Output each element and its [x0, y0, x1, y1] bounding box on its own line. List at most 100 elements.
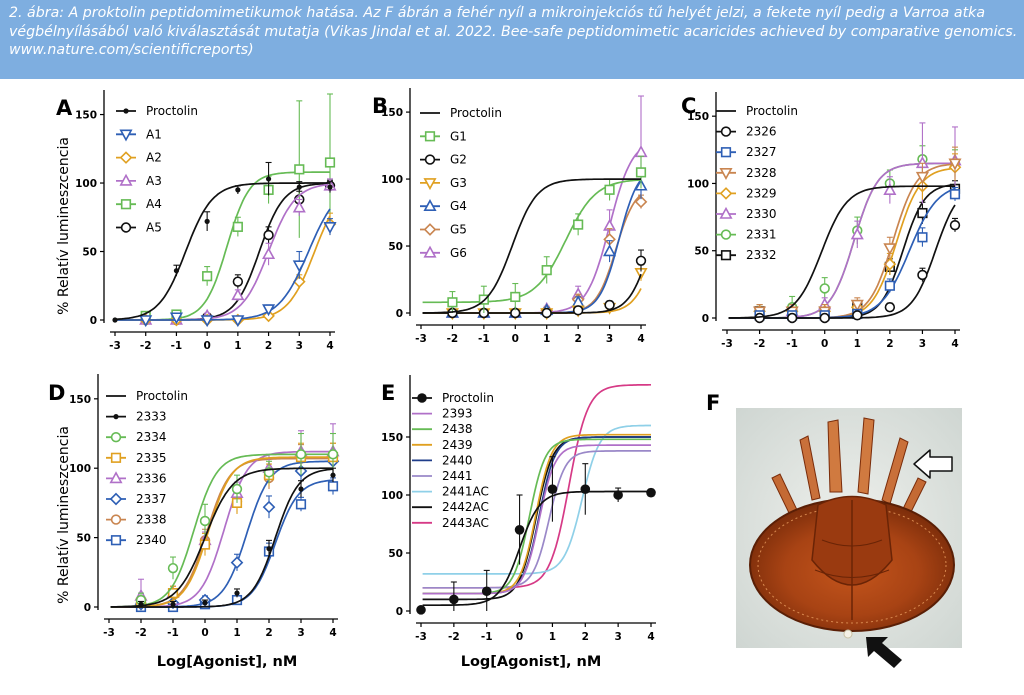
x-tick-label: 3 [606, 333, 613, 345]
caption-line-3: www.nature.com/scientificreports) [9, 42, 254, 58]
x-tick-label: 0 [821, 338, 828, 350]
panel-label-d: D [48, 381, 65, 405]
x-tick-label: -3 [415, 333, 427, 345]
x-tick-label: -1 [478, 333, 490, 345]
legend-swatch-marker [720, 229, 732, 240]
panel-label-c: C [681, 94, 696, 118]
data-point [199, 539, 211, 550]
legend-label: G1 [450, 129, 467, 143]
legend-c: Proctolin 2326 2327 2328 2329 2330 2331 2332 [716, 104, 798, 262]
legend-swatch-marker [119, 173, 133, 186]
fit-curve [110, 468, 334, 608]
legend-swatch-marker [123, 108, 129, 114]
legend-label: A3 [146, 174, 162, 188]
data-point [327, 449, 339, 460]
data-point [263, 229, 274, 241]
legend-label: 2442AC [442, 500, 489, 514]
legend-item: Proctolin [412, 391, 494, 405]
data-point [232, 276, 244, 287]
legend-label: A4 [146, 197, 162, 211]
data-point [514, 525, 525, 535]
y-tick-label: 150 [381, 107, 403, 119]
y-tick-label: 50 [76, 533, 91, 545]
legend-swatch-marker [417, 393, 427, 403]
legend-swatch-marker [120, 199, 132, 210]
legend-swatch-marker [719, 168, 733, 180]
data-point [292, 260, 306, 273]
y-tick-label: 0 [702, 313, 709, 325]
data-point [850, 227, 864, 240]
legend-swatch-marker [720, 147, 732, 158]
data-point [169, 312, 183, 325]
figure-caption: 2. ábra: A proktolin peptidomimetikumok … [0, 0, 1024, 79]
fit-curve [116, 182, 330, 321]
fit-curve [422, 178, 641, 314]
fit-curve [422, 490, 651, 607]
black-arrow-icon [866, 637, 902, 668]
legend-item: 2337 [106, 492, 167, 506]
legend-item: 2340 [106, 533, 167, 547]
x-tick-label: 2 [582, 631, 589, 643]
legend-item: 2330 [716, 206, 777, 221]
y-tick-label: 100 [381, 490, 403, 502]
legend-label: Proctolin [146, 104, 198, 118]
data-point [541, 307, 552, 319]
legend-item: 2333 [106, 410, 167, 424]
series-a1 [116, 208, 337, 328]
legend-label: 2441 [442, 469, 473, 483]
legend-label: G5 [450, 223, 467, 237]
legend-item: G6 [420, 245, 467, 260]
legend-item: A1 [116, 127, 162, 142]
legend-item: 2329 [716, 186, 777, 200]
legend-item: 2332 [716, 248, 777, 262]
series-2393 [422, 444, 651, 595]
data-point [327, 184, 333, 190]
x-tick-label: -2 [447, 333, 459, 345]
data-point [231, 315, 245, 328]
data-point [295, 449, 307, 460]
data-point [204, 218, 210, 224]
legend-label: 2333 [136, 410, 167, 424]
legend-swatch-marker [120, 222, 132, 233]
data-point [262, 304, 276, 317]
data-point [580, 484, 591, 495]
data-point [850, 299, 864, 312]
legend-item: G5 [420, 223, 467, 237]
legend-label: G6 [450, 246, 467, 260]
fit-curve [116, 208, 331, 321]
data-point [199, 515, 211, 527]
data-point [613, 490, 623, 500]
fit-curve [422, 273, 642, 314]
data-point [202, 271, 213, 282]
data-point [786, 312, 798, 324]
x-tick-label: 3 [296, 340, 303, 352]
y-tick-label: 0 [396, 308, 403, 320]
x-tick-label: 0 [201, 627, 208, 639]
chart-panel-d: D 0 50 100 150 -3 -2 -1 0 1 2 3 4 Proctolin 2333 2334 23… [48, 374, 340, 639]
legend-label: 2438 [442, 422, 473, 436]
legend-item: G1 [420, 129, 467, 143]
legend-swatch-marker [424, 154, 436, 165]
x-tick-label: -1 [481, 631, 493, 643]
legend-label: Proctolin [136, 389, 188, 403]
x-tick-label: 4 [329, 627, 336, 639]
white-arrow-icon [913, 449, 953, 479]
data-point [481, 586, 492, 597]
x-tick-label: 1 [854, 338, 861, 350]
data-point [915, 171, 929, 184]
data-point [324, 157, 336, 168]
legend-label: 2393 [442, 407, 473, 421]
legend-item: 2439 [412, 438, 473, 452]
data-point [635, 167, 647, 178]
data-point [754, 312, 765, 324]
legend-a: Proctolin A1 A2 A3 A4 A5 [116, 104, 198, 235]
x-tick-label: -3 [721, 338, 733, 350]
legend-item: 2326 [716, 125, 777, 139]
x-tick-label: -1 [171, 340, 183, 352]
legend-label: Proctolin [450, 106, 502, 120]
series-proctolin [728, 185, 956, 319]
legend-item: 2335 [106, 451, 167, 465]
data-point [231, 483, 243, 495]
y-tick-label: 0 [84, 602, 91, 614]
x-tick-label: -3 [109, 340, 121, 352]
